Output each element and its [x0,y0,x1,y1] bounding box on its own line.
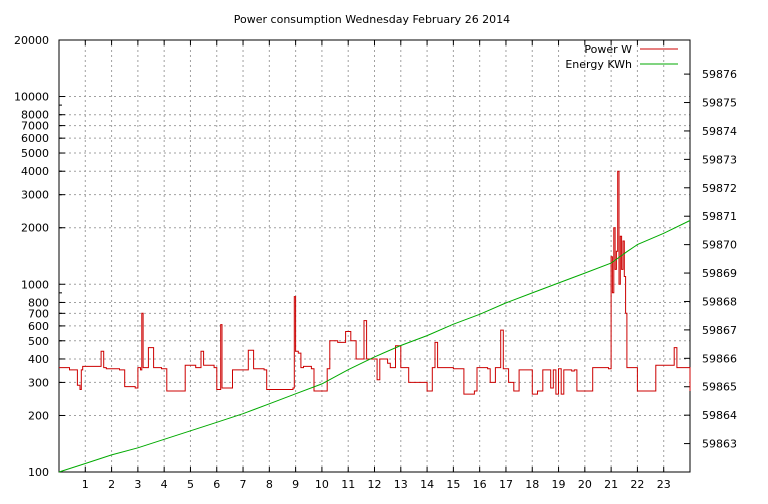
y-left-tick-label: 500 [28,335,49,348]
x-tick-label: 10 [315,478,329,491]
y-left-tick-label: 1000 [21,278,49,291]
y-right-tick-label: 59872 [702,182,737,195]
x-tick-label: 18 [525,478,539,491]
legend: Power W Energy KWh [565,43,678,71]
axes: 1 2 3 4 5 6 7 8 9 10 11 12 13 14 15 16 17 18 19 20 21 22 23100… [14,34,737,491]
y-left-tick-label: 200 [28,409,49,422]
x-tick-label: 23 [657,478,671,491]
y-left-tick-label: 3000 [21,189,49,202]
x-tick-label: 16 [473,478,487,491]
x-tick-label: 9 [292,478,299,491]
x-tick-label: 3 [134,478,141,491]
series [58,170,691,473]
y-left-tick-label: 800 [28,296,49,309]
y-right-tick-label: 59876 [702,68,737,81]
grid-lines [59,40,690,472]
chart-title: Power consumption Wednesday February 26 … [234,13,510,26]
y-left-tick-label: 400 [28,353,49,366]
x-tick-label: 12 [368,478,382,491]
y-left-tick-label: 700 [28,307,49,320]
y-left-tick-label: 7000 [21,120,49,133]
x-tick-label: 15 [446,478,460,491]
x-tick-label: 11 [341,478,355,491]
series-line-energy [58,220,691,473]
y-right-tick-label: 59869 [702,267,737,280]
x-tick-label: 14 [420,478,434,491]
y-right-tick-label: 59875 [702,97,737,110]
y-right-tick-label: 59863 [702,438,737,451]
y-right-tick-label: 59871 [702,210,737,223]
x-tick-label: 8 [266,478,273,491]
y-right-tick-label: 59870 [702,239,737,252]
legend-label-power: Power W [584,43,632,56]
y-left-tick-label: 20000 [14,34,49,47]
y-left-tick-label: 2000 [21,222,49,235]
x-tick-label: 17 [499,478,513,491]
y-left-tick-label: 8000 [21,109,49,122]
y-right-tick-label: 59864 [702,409,737,422]
x-tick-label: 6 [213,478,220,491]
x-tick-label: 19 [552,478,566,491]
y-right-tick-label: 59867 [702,324,737,337]
legend-label-energy: Energy KWh [565,58,632,71]
y-right-tick-label: 59874 [702,125,737,138]
x-tick-label: 1 [82,478,89,491]
x-tick-label: 21 [604,478,618,491]
x-tick-label: 20 [578,478,592,491]
y-right-tick-label: 59865 [702,381,737,394]
x-tick-label: 13 [394,478,408,491]
series-line-power [59,170,691,395]
y-left-tick-label: 4000 [21,165,49,178]
y-right-tick-label: 59868 [702,295,737,308]
y-left-tick-label: 600 [28,320,49,333]
x-tick-label: 5 [187,478,194,491]
y-left-tick-label: 300 [28,376,49,389]
y-left-tick-label: 5000 [21,147,49,160]
y-right-tick-label: 59873 [702,153,737,166]
y-left-tick-label: 6000 [21,132,49,145]
x-tick-label: 4 [161,478,168,491]
x-tick-label: 22 [630,478,644,491]
y-right-tick-label: 59866 [702,352,737,365]
y-left-tick-label: 10000 [14,91,49,104]
x-tick-label: 7 [240,478,247,491]
y-left-tick-label: 100 [28,466,49,479]
x-tick-label: 2 [108,478,115,491]
